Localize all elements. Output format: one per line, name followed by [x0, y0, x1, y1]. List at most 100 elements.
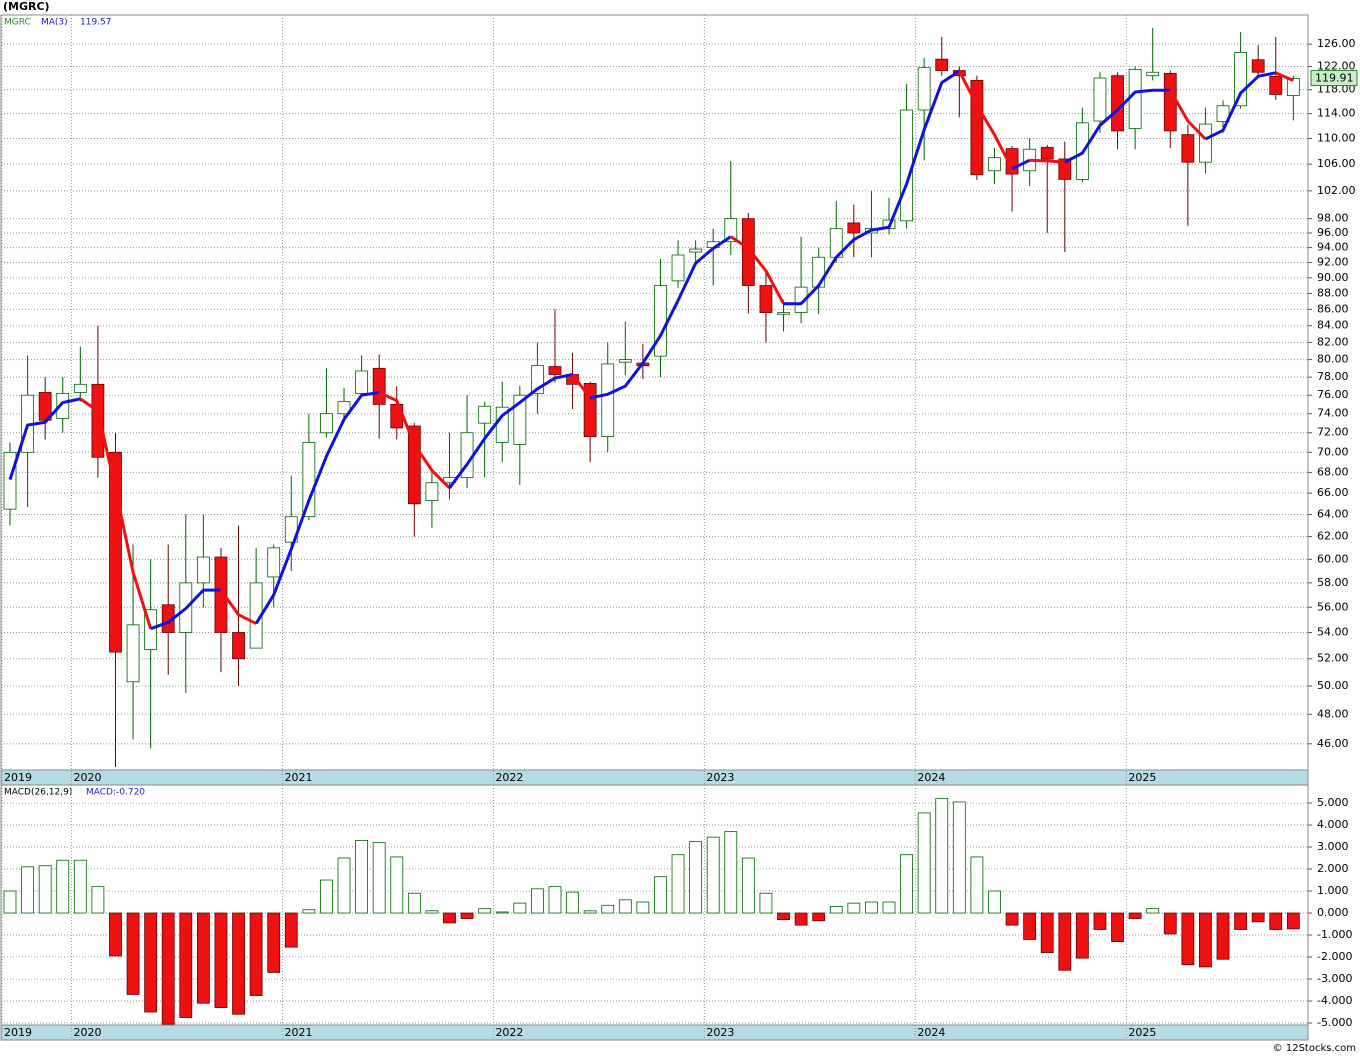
- y-tick-label: 96.00: [1317, 226, 1349, 239]
- y-tick-label: 5.000: [1317, 796, 1349, 809]
- macd-bar: [1005, 912, 1019, 926]
- candle-body: [1199, 123, 1212, 163]
- candle-body: [988, 157, 1001, 172]
- macd-bar: [1075, 912, 1089, 959]
- y-tick-label: 82.00: [1317, 335, 1349, 348]
- y-tick-label: 110.00: [1317, 131, 1356, 144]
- y-tick-label: 88.00: [1317, 286, 1349, 299]
- x-tick-label: 2020: [74, 771, 102, 784]
- y-tick-label: 56.00: [1317, 600, 1349, 613]
- y-tick-label: 90.00: [1317, 271, 1349, 284]
- candle-body: [1216, 105, 1230, 123]
- macd-bar: [706, 836, 720, 914]
- y-tick-label: 70.00: [1317, 445, 1349, 458]
- macd-bar: [355, 840, 369, 914]
- x-tick-label: 2021: [284, 1026, 312, 1039]
- macd-bar: [478, 908, 492, 914]
- y-tick-label: 76.00: [1317, 388, 1349, 401]
- macd-bar: [829, 906, 843, 914]
- macd-bar: [548, 886, 562, 914]
- ma-line: [783, 69, 961, 306]
- y-tick-label: 86.00: [1317, 302, 1349, 315]
- macd-bar: [794, 912, 808, 926]
- candle-body: [91, 383, 105, 458]
- candle-body: [513, 394, 527, 445]
- candle-body: [917, 67, 931, 111]
- y-tick-label: -5.000: [1317, 1016, 1352, 1029]
- macd-bar: [671, 854, 685, 914]
- y-tick-label: 60.00: [1317, 552, 1349, 565]
- macd-bar: [741, 857, 755, 914]
- page-title: (MGRC): [3, 0, 50, 13]
- macd-bar: [56, 859, 70, 914]
- y-tick-label: -1.000: [1317, 928, 1352, 941]
- macd-bar: [407, 892, 421, 914]
- candle-body: [970, 79, 984, 176]
- macd-bar: [267, 912, 281, 973]
- macd-bar: [460, 912, 474, 919]
- macd-bar: [320, 879, 333, 914]
- ma-line: [1204, 71, 1277, 141]
- candle-body: [618, 359, 632, 363]
- y-tick-label: 72.00: [1317, 426, 1349, 439]
- y-tick-label: 74.00: [1317, 407, 1349, 420]
- y-tick-label: 66.00: [1317, 486, 1349, 499]
- candle-body: [1146, 71, 1160, 77]
- candle-body: [478, 405, 492, 424]
- macd-bar: [425, 910, 439, 914]
- y-tick-label: 62.00: [1317, 530, 1349, 543]
- ma-line: [589, 235, 732, 400]
- candle-body: [337, 401, 351, 415]
- ma-line: [150, 588, 221, 631]
- candle-body: [812, 256, 826, 288]
- y-tick-label: -3.000: [1317, 972, 1352, 985]
- candle-body: [73, 383, 87, 393]
- candle-body: [741, 218, 755, 286]
- candle-body: [372, 367, 386, 405]
- macd-bar: [495, 911, 509, 914]
- candle-body: [935, 58, 949, 71]
- macd-bar: [21, 866, 34, 914]
- ma-line: [1168, 89, 1207, 141]
- y-tick-label: 122.00: [1317, 60, 1356, 73]
- macd-bar: [1286, 912, 1300, 930]
- ma-line: [378, 391, 451, 489]
- candle-body: [1058, 158, 1072, 180]
- macd-bar: [777, 912, 790, 921]
- candle-body: [794, 286, 808, 313]
- macd-bar: [1128, 912, 1142, 919]
- macd-bar: [1181, 912, 1195, 966]
- y-tick-label: 58.00: [1317, 576, 1349, 589]
- candle-body: [267, 547, 281, 578]
- candle-body: [196, 556, 210, 584]
- macd-bar: [126, 912, 140, 995]
- candle-body: [214, 556, 228, 633]
- ma-line: [448, 373, 573, 489]
- x-tick-label: 2025: [1128, 771, 1156, 784]
- macd-bar: [601, 904, 615, 914]
- x-tick-label: 2024: [917, 771, 945, 784]
- y-tick-label: 0.000: [1317, 906, 1349, 919]
- macd-x-axis: [0, 1024, 1309, 1041]
- y-tick-label: 1.000: [1317, 884, 1349, 897]
- ma-line: [1275, 71, 1294, 82]
- candle-body: [900, 109, 913, 222]
- macd-bar: [3, 890, 17, 914]
- macd-bar: [302, 909, 316, 914]
- macd-bar: [73, 859, 87, 914]
- y-tick-label: 52.00: [1317, 652, 1349, 665]
- macd-bar: [144, 912, 158, 1013]
- candle-body: [425, 482, 439, 501]
- y-tick-label: 80.00: [1317, 353, 1349, 366]
- y-tick-label: 126.00: [1317, 37, 1356, 50]
- candle-body: [847, 222, 861, 234]
- macd-bar: [38, 865, 52, 914]
- macd-bar: [109, 912, 122, 957]
- macd-bar: [654, 876, 667, 914]
- macd-bar: [337, 857, 351, 914]
- symbol-label: MGRC: [4, 18, 31, 28]
- macd-bar: [988, 890, 1001, 914]
- last-price: 119.91: [1315, 72, 1354, 85]
- macd-bar: [689, 841, 703, 914]
